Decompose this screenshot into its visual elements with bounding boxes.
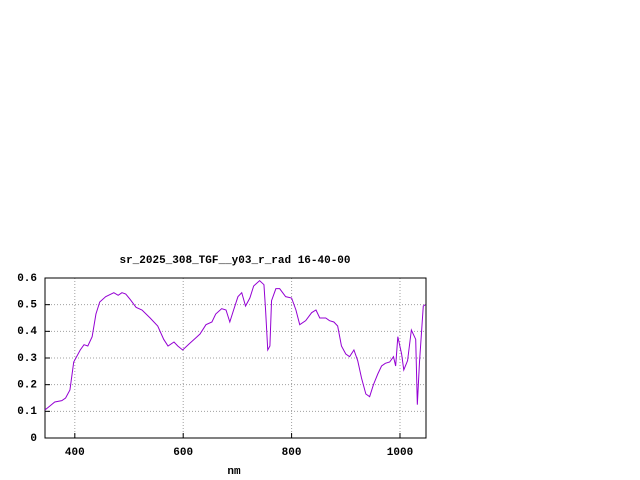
y-tick-label: 0.3 <box>17 353 37 365</box>
x-axis-label: nm <box>227 466 241 478</box>
plot-border <box>44 277 427 439</box>
y-tick-label: 0.4 <box>17 326 37 338</box>
chart-title: sr_2025_308_TGF__y03_r_rad 16-40-00 <box>119 255 350 267</box>
x-tick-label: 400 <box>65 447 85 459</box>
data-line <box>44 279 426 411</box>
x-tick-label: 600 <box>173 447 193 459</box>
x-tick-label: 800 <box>282 447 302 459</box>
y-tick-label: 0.2 <box>17 380 37 392</box>
y-tick-label: 0 <box>30 433 37 445</box>
y-tick-label: 0.5 <box>17 300 37 312</box>
x-tick-label: 1000 <box>387 447 413 459</box>
y-tick-label: 0.1 <box>17 406 37 418</box>
y-tick-label: 0.6 <box>17 273 37 285</box>
